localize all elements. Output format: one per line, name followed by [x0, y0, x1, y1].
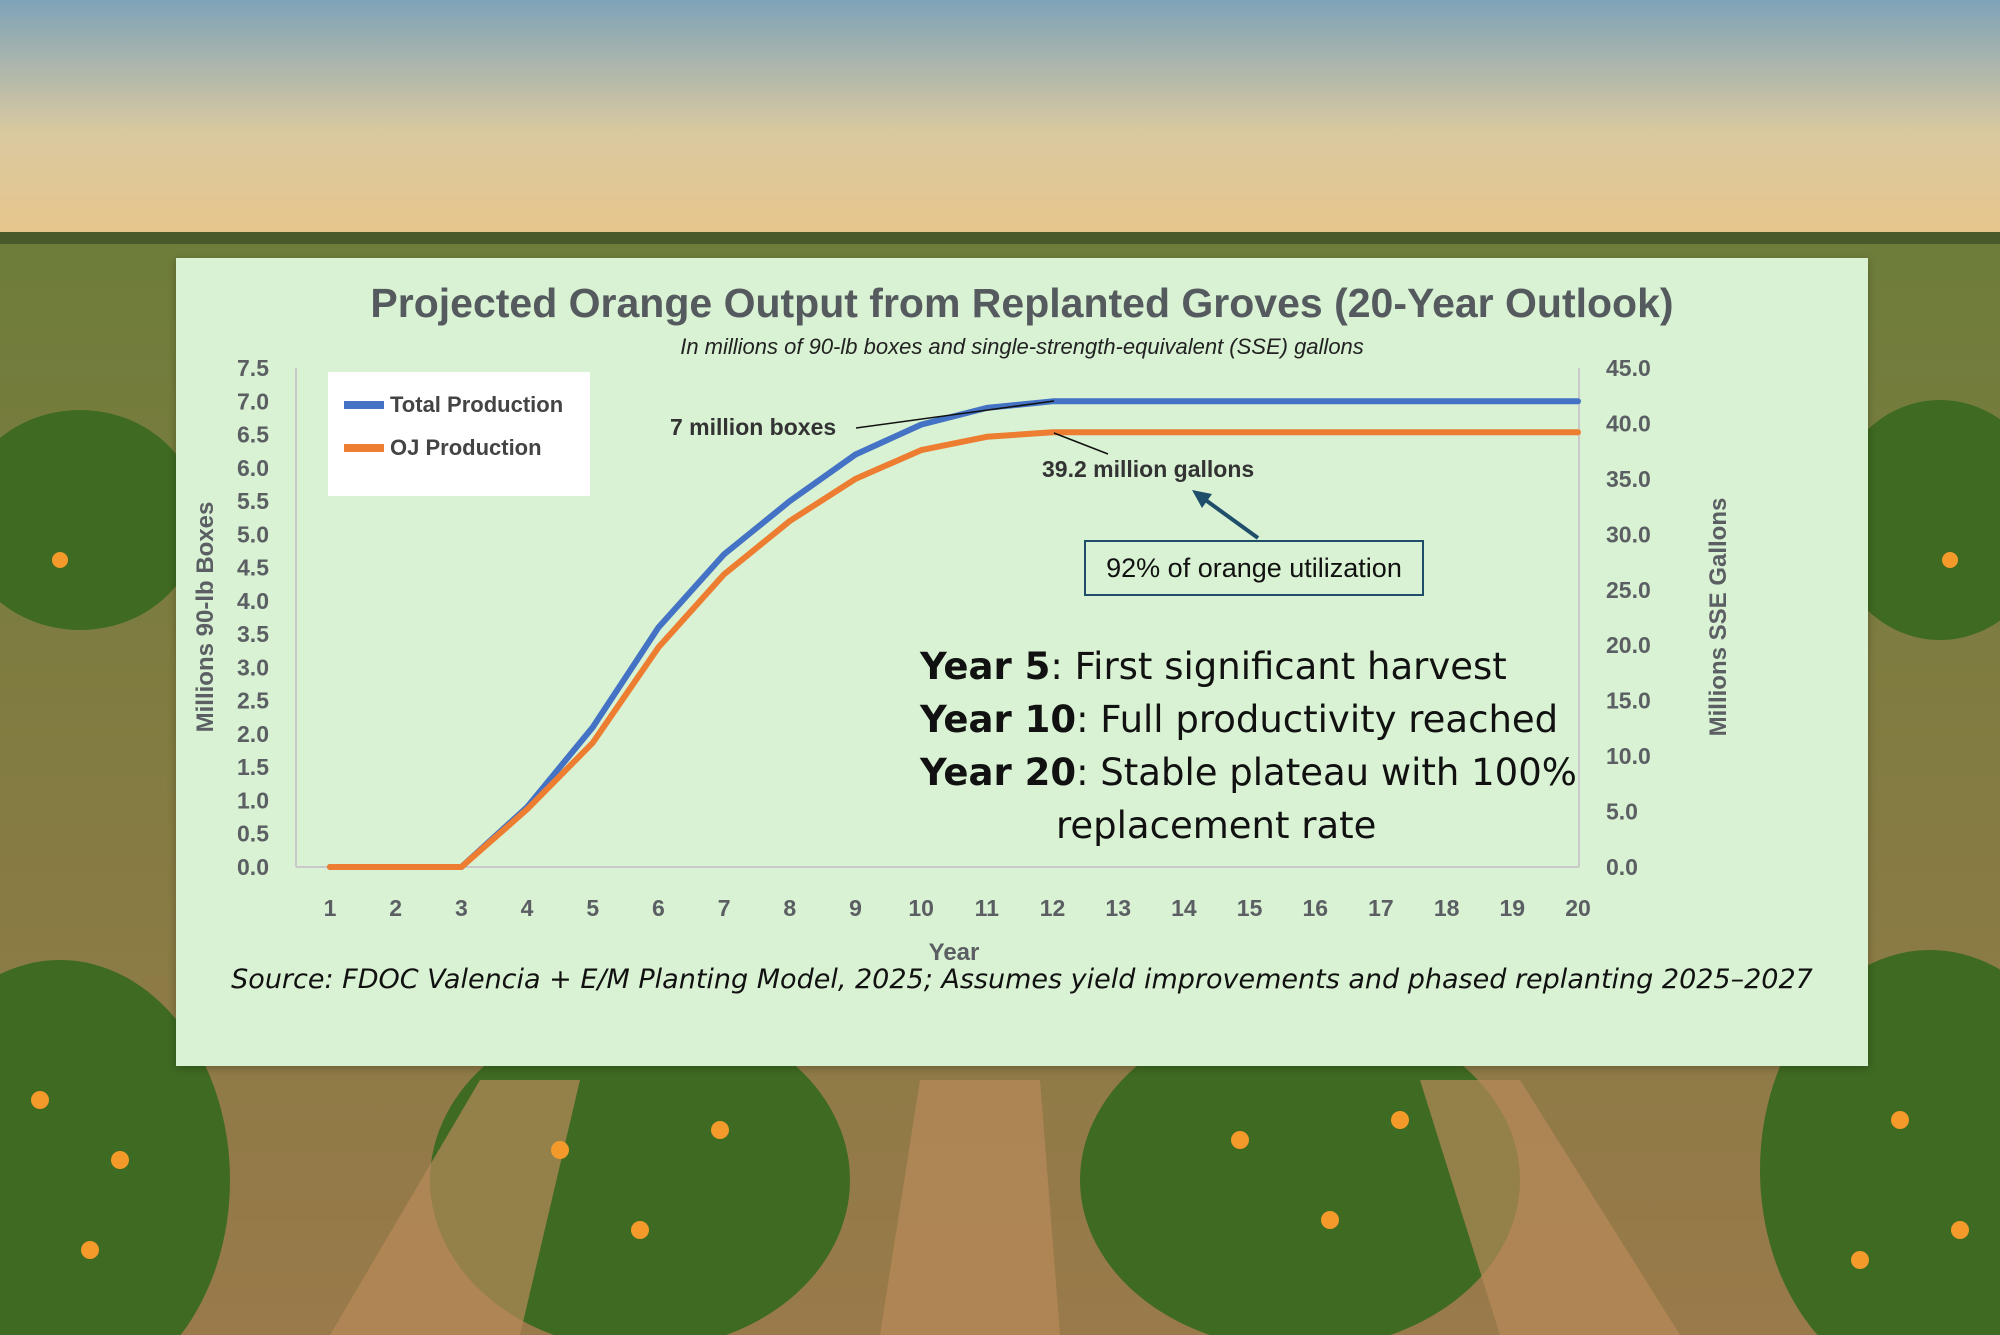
- series-line-total-production: [327, 398, 1581, 870]
- boxes-callout-leader: [855, 400, 1055, 429]
- legend-label-total: Total Production: [390, 392, 564, 417]
- y-left-tick-label: 2.5: [237, 688, 269, 714]
- y-right-tick-label: 15.0: [1606, 688, 1651, 714]
- x-tick-label: 6: [652, 895, 665, 921]
- y-right-tick-label: 5.0: [1606, 799, 1638, 825]
- y-right-tick-label: 0.0: [1606, 854, 1638, 880]
- x-tick-label: 7: [718, 895, 731, 921]
- y-left-tick-label: 3.0: [237, 654, 269, 680]
- y-left-tick-label: 7.5: [237, 355, 269, 381]
- y-left-tick-label: 0.0: [237, 854, 269, 880]
- utilization-arrowhead: [1192, 490, 1212, 508]
- milestone-year-20-cont: replacement rate: [1056, 804, 1377, 847]
- source-note: Source: FDOC Valencia + E/M Planting Mod…: [231, 964, 1813, 995]
- x-tick-label: 17: [1368, 895, 1394, 921]
- x-tick-label: 9: [849, 895, 862, 921]
- y-right-tick-label: 45.0: [1606, 355, 1651, 381]
- y-left-tick-label: 6.0: [237, 455, 269, 481]
- legend-item-total: Total Production: [344, 390, 563, 420]
- y-left-tick-label: 3.5: [237, 621, 269, 647]
- x-tick-label: 12: [1040, 895, 1066, 921]
- x-tick-label: 4: [521, 895, 534, 921]
- milestone-year-20: Year 20: Stable plateau with 100%: [920, 751, 1577, 794]
- chart-title: Projected Orange Output from Replanted G…: [370, 280, 1674, 326]
- y-left-tick-label: 6.5: [237, 422, 269, 448]
- x-tick-label: 19: [1500, 895, 1526, 921]
- legend-label-oj: OJ Production: [390, 435, 542, 460]
- y-left-tick-label: 4.0: [237, 588, 269, 614]
- y-right-tick-label: 10.0: [1606, 743, 1651, 769]
- y-left-tick-label: 5.0: [237, 521, 269, 547]
- milestone-year-5: Year 5: First significant harvest: [920, 645, 1507, 688]
- x-tick-label: 8: [783, 895, 796, 921]
- gallons-callout-leader: [1053, 432, 1109, 455]
- boxes-callout: 7 million boxes: [670, 414, 836, 440]
- series-line-oj-production: [327, 429, 1581, 870]
- x-tick-label: 16: [1302, 895, 1328, 921]
- x-tick-label: 5: [586, 895, 599, 921]
- y-right-tick-label: 40.0: [1606, 410, 1651, 436]
- legend-item-oj: OJ Production: [344, 433, 542, 463]
- x-tick-label: 10: [908, 895, 934, 921]
- legend-swatch-total: [344, 401, 384, 409]
- x-tick-label: 20: [1565, 895, 1591, 921]
- milestone-year-10: Year 10: Full productivity reached: [920, 698, 1559, 741]
- y-axis-left-title: Millions 90-lb Boxes: [192, 502, 219, 733]
- x-tick-label: 1: [324, 895, 337, 921]
- y-left-tick-label: 5.5: [237, 488, 269, 514]
- x-tick-label: 11: [975, 895, 1000, 921]
- chart-panel: 0.0 0.5 1.0 1.5 2.0 2.5 3.0 3.5 4.0 4.5 5.0 5.5 6.0 6…: [176, 258, 1868, 1066]
- x-tick-label: 13: [1105, 895, 1131, 921]
- y-left-tick-label: 1.5: [237, 754, 269, 780]
- y-left-tick-label: 7.0: [237, 388, 269, 414]
- chart-subtitle: In millions of 90-lb boxes and single-st…: [680, 334, 1364, 359]
- legend: Total Production OJ Production: [328, 372, 590, 496]
- x-tick-label: 14: [1171, 895, 1197, 921]
- x-tick-label: 2: [389, 895, 402, 921]
- utilization-arrow: [1198, 494, 1260, 540]
- legend-swatch-oj: [344, 444, 384, 452]
- x-tick-label: 18: [1434, 895, 1460, 921]
- y-left-tick-label: 2.0: [237, 721, 269, 747]
- milestones-block: Year 5: First significant harvest Year 1…: [920, 640, 1620, 852]
- y-right-tick-label: 25.0: [1606, 577, 1651, 603]
- utilization-annotation: 92% of orange utilization: [1084, 540, 1424, 596]
- x-tick-label: 15: [1237, 895, 1263, 921]
- y-right-tick-label: 35.0: [1606, 466, 1651, 492]
- y-right-tick-label: 20.0: [1606, 632, 1651, 658]
- y-left-tick-label: 4.5: [237, 555, 269, 581]
- y-left-tick-label: 1.0: [237, 787, 269, 813]
- x-tick-label: 3: [455, 895, 468, 921]
- gallons-callout: 39.2 million gallons: [1042, 456, 1254, 482]
- y-right-tick-label: 30.0: [1606, 521, 1651, 547]
- y-axis-right-title: Millions SSE Gallons: [1705, 498, 1732, 737]
- line-chart: 0.0 0.5 1.0 1.5 2.0 2.5 3.0 3.5 4.0 4.5 5.0 5.5 6.0 6…: [192, 355, 1732, 966]
- y-left-tick-label: 0.5: [237, 821, 269, 847]
- x-axis-title: Year: [929, 939, 980, 966]
